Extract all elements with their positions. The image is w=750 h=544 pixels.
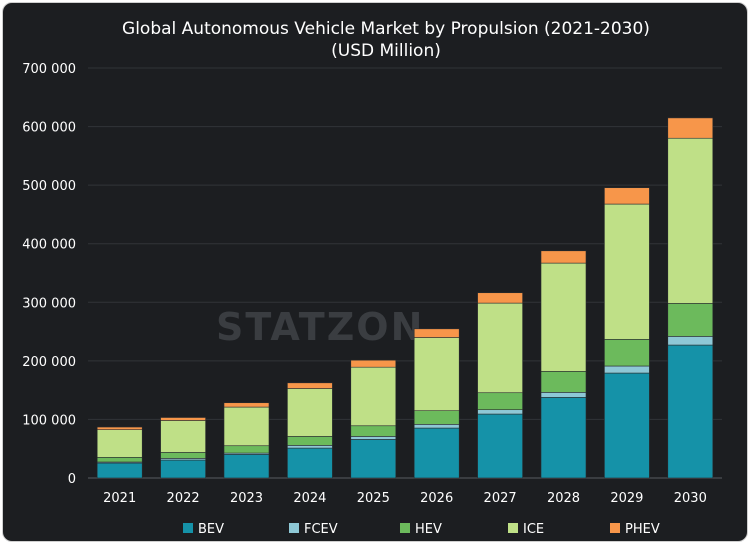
bar-segment-bev [223,454,270,479]
bar-segment-bev [413,427,460,479]
bar-segment-hev [96,457,143,463]
x-tick-label: 2023 [230,491,263,506]
bar-segment-fcev [667,336,714,346]
legend-swatch [508,523,518,533]
bar-segment-bev [287,447,333,479]
bar-segment-ice [96,429,143,458]
bar-segment-ice [604,203,650,340]
bar-segment-bev [477,413,523,479]
bar-segment-phev [287,382,333,389]
x-tick-label: 2021 [103,491,136,506]
bar-segment-bev [604,372,650,479]
bar-segment-ice [413,337,460,412]
y-tick-label: 500 000 [22,179,76,194]
y-tick-label: 600 000 [22,121,76,136]
bar-segment-ice [477,302,523,394]
bar-segment-hev [604,339,650,367]
bar-segment-ice [160,420,206,453]
bar-segment-phev [604,187,650,205]
bar-segment-ice [287,388,333,437]
bar-segment-fcev [604,365,650,374]
bar-segment-ice [350,366,397,427]
legend-swatch [610,523,620,533]
x-tick-label: 2022 [167,491,200,506]
y-tick-label: 300 000 [22,296,76,311]
legend-label: BEV [198,522,224,537]
bar-segment-fcev [413,424,460,429]
legend-label: ICE [523,522,544,537]
bar-segment-hev [160,452,206,459]
watermark-logo: STATZON [216,305,424,349]
x-tick-label: 2025 [357,491,390,506]
bar-segment-phev [350,359,397,368]
bar-segment-hev [667,303,714,337]
y-tick-label: 700 000 [22,62,76,77]
x-tick-label: 2027 [484,491,517,506]
bar-segment-bev [96,462,143,479]
bar-segment-bev [667,344,714,479]
bar-segment-phev [96,426,143,430]
x-tick-label: 2024 [293,491,326,506]
bar-segment-phev [223,402,270,408]
legend-label: HEV [415,522,442,537]
legend-swatch [289,523,299,533]
bar-segment-hev [350,425,397,437]
bar-segment-bev [350,439,397,479]
bar-segment-fcev [287,445,333,449]
chart-subtitle: (USD Million) [331,41,441,61]
bar-segment-bev [540,397,587,479]
chart-title: Global Autonomous Vehicle Market by Prop… [122,19,650,39]
y-tick-label: 0 [68,472,76,487]
legend-label: FCEV [304,522,338,537]
y-tick-label: 100 000 [22,413,76,428]
bar-segment-fcev [540,392,587,398]
bar-segment-ice [540,262,587,372]
bar-segment-hev [223,445,270,454]
y-tick-label: 200 000 [22,355,76,370]
bar-segment-phev [160,417,206,421]
bar-segment-fcev [350,436,397,440]
bar-segment-phev [540,250,587,264]
bar-segment-hev [540,371,587,393]
bar-segment-hev [287,436,333,446]
x-tick-label: 2028 [547,491,580,506]
bar-segment-fcev [477,409,523,415]
bar-segment-phev [477,292,523,304]
bar-segment-ice [667,137,714,304]
bar-segment-bev [160,459,206,479]
x-tick-label: 2029 [610,491,643,506]
bar-segment-hev [413,410,460,425]
bar-segment-hev [477,392,523,411]
legend-swatch [183,523,193,533]
bar-segment-ice [223,406,270,447]
bar-segment-phev [413,328,460,338]
bar-segment-phev [667,117,714,139]
y-tick-label: 400 000 [22,238,76,253]
legend-swatch [400,523,410,533]
x-tick-label: 2030 [674,491,707,506]
legend-label: PHEV [625,522,660,537]
x-tick-label: 2026 [420,491,453,506]
